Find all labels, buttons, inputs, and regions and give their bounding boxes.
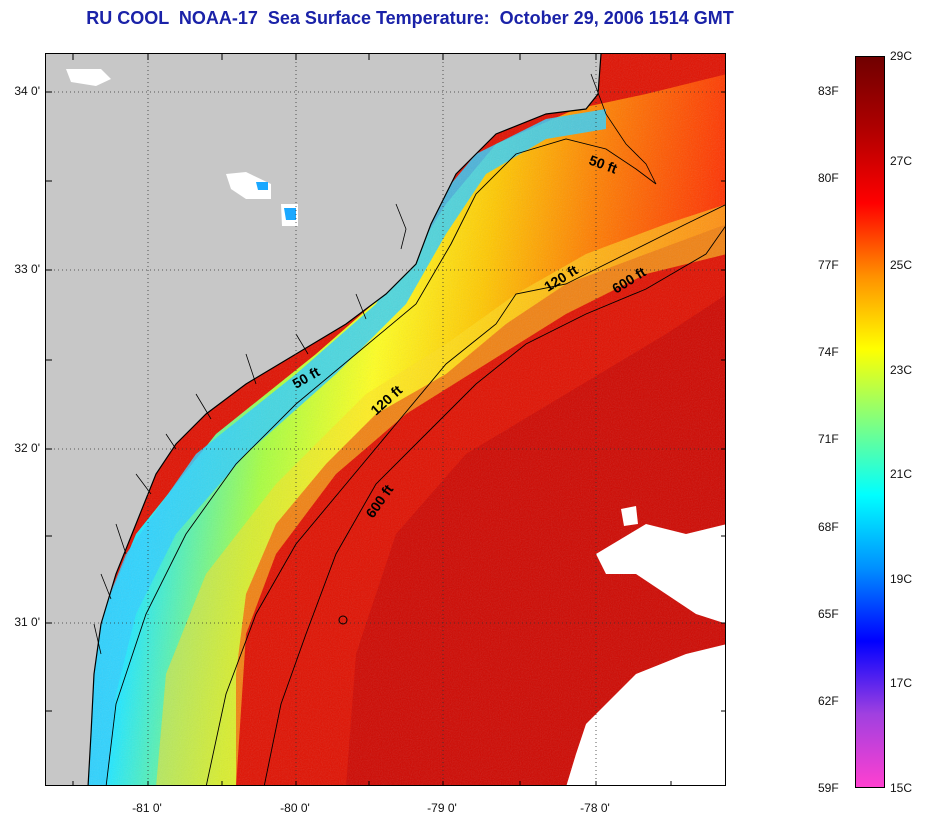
inland-lake: [256, 182, 268, 190]
sst-map: 50 ft 120 ft 600 ft 50 ft 120 ft 600 ft: [45, 53, 726, 786]
colorbar-label-celsius: 23C: [890, 362, 913, 377]
inland-lake: [226, 172, 271, 199]
colorbar-label-celsius: 17C: [890, 676, 913, 691]
lat-label-33: 33 0': [14, 262, 40, 276]
colorbar-label-celsius: 21C: [890, 467, 913, 482]
colorbar-label-celsius: 29C: [890, 49, 913, 63]
colorbar-label-fahrenheit: 74F: [818, 345, 839, 360]
colorbar-label-fahrenheit: 83F: [818, 83, 839, 98]
colorbar-label-fahrenheit: 62F: [818, 693, 839, 708]
temperature-colorbar: [855, 56, 885, 788]
colorbar-label-celsius: 19C: [890, 571, 913, 586]
lon-label-80: -80 0': [280, 801, 310, 815]
lon-label-78: -78 0': [580, 801, 610, 815]
isobath-50ft: [105, 138, 657, 785]
colorbar-label-celsius: 25C: [890, 258, 913, 273]
inland-lake: [66, 69, 111, 86]
frame-ticks: [46, 54, 725, 785]
sst-map-canvas: 50 ft 120 ft 600 ft 50 ft 120 ft 600 ft: [46, 54, 725, 785]
colorbar-label-celsius: 27C: [890, 153, 913, 168]
lon-label-79: -79 0': [427, 801, 457, 815]
lon-label-81: -81 0': [132, 801, 162, 815]
colorbar-label-fahrenheit: 77F: [818, 258, 839, 273]
estuary-inlets: [93, 73, 657, 655]
map-title: RU COOL NOAA-17 Sea Surface Temperature:…: [86, 8, 734, 28]
colorbar-label-fahrenheit: 71F: [818, 432, 839, 447]
colorbar-label-celsius: 15C: [890, 781, 913, 795]
land-mainland: [46, 54, 601, 785]
colorbar-label-fahrenheit: 65F: [818, 606, 839, 621]
cloud-cover: [566, 644, 725, 785]
inland-lake: [284, 208, 296, 220]
isobath-120ft: [205, 204, 725, 785]
lat-label-31: 31 0': [14, 615, 40, 629]
cloud-cover: [621, 506, 638, 526]
colorbar-label-fahrenheit: 59F: [818, 781, 839, 795]
cloud-cover: [596, 524, 725, 624]
graticule: [46, 54, 725, 785]
colorbar-label-fahrenheit: 68F: [818, 519, 839, 534]
buoy-marker: [338, 615, 348, 625]
lat-label-32: 32 0': [14, 441, 40, 455]
colorbar-label-fahrenheit: 80F: [818, 171, 839, 185]
isobath-600ft: [263, 226, 725, 785]
lat-label-34: 34 0': [14, 84, 40, 98]
